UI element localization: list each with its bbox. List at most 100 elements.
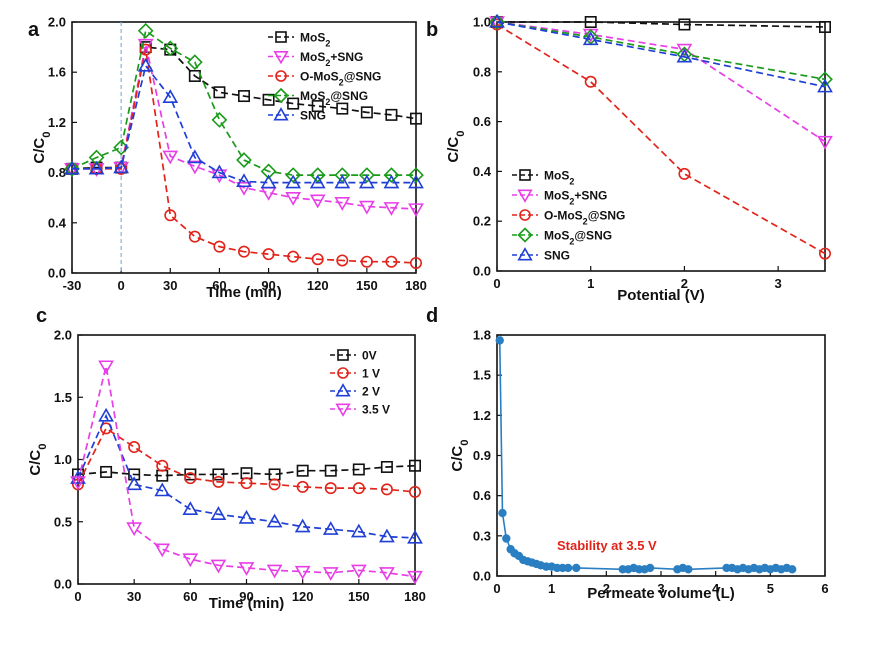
x-axis-label: Potential (V) xyxy=(617,287,705,304)
x-tick-label: 180 xyxy=(405,278,427,293)
axes-frame xyxy=(71,21,417,274)
data-point xyxy=(113,139,130,156)
data-point xyxy=(184,472,197,485)
series-3.5 V xyxy=(70,360,423,585)
legend-marker xyxy=(275,31,287,43)
x-tick-label: 1 xyxy=(587,276,594,291)
series-data xyxy=(495,336,797,574)
data-point xyxy=(350,523,367,538)
legend-label: MoS2@SNG xyxy=(300,89,368,107)
y-tick-label: 1.0 xyxy=(54,452,72,467)
data-point xyxy=(213,240,226,253)
y-tick-label: 0.5 xyxy=(54,514,72,529)
data-point xyxy=(309,194,326,209)
data-point xyxy=(64,160,80,177)
data-point xyxy=(678,18,691,31)
y-tick-label: 0.4 xyxy=(48,215,67,230)
data-point xyxy=(379,567,395,581)
data-point xyxy=(262,93,275,106)
legend-label: O-MoS2@SNG xyxy=(544,209,625,227)
x-tick-label: 6 xyxy=(821,581,828,596)
data-point xyxy=(162,40,179,57)
x-tick-label: 180 xyxy=(404,589,426,604)
y-axis-label: C/C0 xyxy=(31,131,53,163)
y-tick-label: 0.2 xyxy=(473,214,491,229)
data-point xyxy=(489,14,505,30)
data-point xyxy=(186,160,203,175)
annotation: Stability at 3.5 V xyxy=(557,538,657,553)
x-tick-label: 2 xyxy=(681,276,688,291)
y-tick-label: 0.8 xyxy=(473,64,491,79)
data-point xyxy=(582,31,599,46)
legend-label: 0V xyxy=(362,349,377,363)
x-tick-label: 4 xyxy=(712,581,720,596)
data-point xyxy=(385,255,398,268)
data-point xyxy=(407,570,423,585)
data-point xyxy=(409,112,422,125)
y-axis-label: C/C0 xyxy=(445,130,467,162)
panel-c: c 0 30 60 90 120 150 180 0.0 0.5 1.0 1.5 2.0 Time (mi… xyxy=(27,305,426,612)
legend-label: 3.5 V xyxy=(362,403,390,417)
data-point xyxy=(678,167,691,180)
legend-marker xyxy=(337,349,349,361)
data-point xyxy=(211,164,228,179)
legend-label: MoS2@SNG xyxy=(544,229,612,247)
series-line xyxy=(72,49,417,264)
legend-marker xyxy=(519,209,531,221)
y-tick-label: 0.3 xyxy=(473,528,491,543)
legend-label: MoS2 xyxy=(300,31,330,49)
data-point xyxy=(383,174,400,189)
data-point xyxy=(186,54,203,71)
data-point xyxy=(211,169,228,184)
legend: 0V 1 V 2 V 3.5 V xyxy=(330,349,390,417)
legend-marker xyxy=(273,107,289,121)
data-point xyxy=(334,197,351,211)
y-tick-label: 0.0 xyxy=(48,266,66,281)
data-point xyxy=(285,174,302,189)
legend-label: O-MoS2@SNG xyxy=(300,70,381,88)
series-line xyxy=(496,21,826,143)
y-tick-label: 1.2 xyxy=(48,115,66,130)
data-point xyxy=(309,174,326,189)
x-tick-label: 90 xyxy=(239,589,253,604)
data-point xyxy=(324,464,337,477)
y-axis-label: C/C0 xyxy=(27,443,49,475)
data-point xyxy=(184,468,197,481)
series-line xyxy=(498,340,793,571)
data-point xyxy=(352,482,365,495)
data-point xyxy=(262,248,275,261)
data-point xyxy=(296,480,309,493)
x-tick-label: 3 xyxy=(657,581,664,596)
data-point xyxy=(336,254,349,267)
data-point xyxy=(380,483,393,496)
legend-marker xyxy=(335,383,351,397)
data-point xyxy=(385,108,398,121)
data-point xyxy=(350,564,367,579)
x-tick-label: 1 xyxy=(548,581,555,596)
x-tick-label: 0 xyxy=(493,276,500,291)
x-tick-label: 60 xyxy=(212,278,226,293)
data-point xyxy=(137,57,154,72)
series-MoS2@SNG xyxy=(64,22,424,184)
data-point xyxy=(182,501,199,515)
series-O-MoS2@SNG xyxy=(66,43,422,269)
data-point xyxy=(563,563,573,573)
data-point xyxy=(212,475,225,488)
y-tick-label: 1.5 xyxy=(54,390,72,405)
data-point xyxy=(162,150,179,165)
y-tick-label: 2.0 xyxy=(54,328,72,343)
data-point xyxy=(324,482,337,495)
y-tick-label: 2.0 xyxy=(48,15,66,30)
legend-marker xyxy=(337,367,349,379)
data-point xyxy=(285,167,302,184)
data-point xyxy=(360,106,373,119)
series-SNG xyxy=(64,57,424,189)
legend-label: 2 V xyxy=(362,385,380,399)
panel-a: a -30 0 30 60 90 120 150 180 0.0 0.4 0.8 1.2 1.6 2.0 Ti… xyxy=(28,15,427,302)
panel-label: d xyxy=(426,305,438,327)
series-line xyxy=(496,21,826,81)
data-point xyxy=(360,255,373,268)
data-point xyxy=(322,521,339,535)
